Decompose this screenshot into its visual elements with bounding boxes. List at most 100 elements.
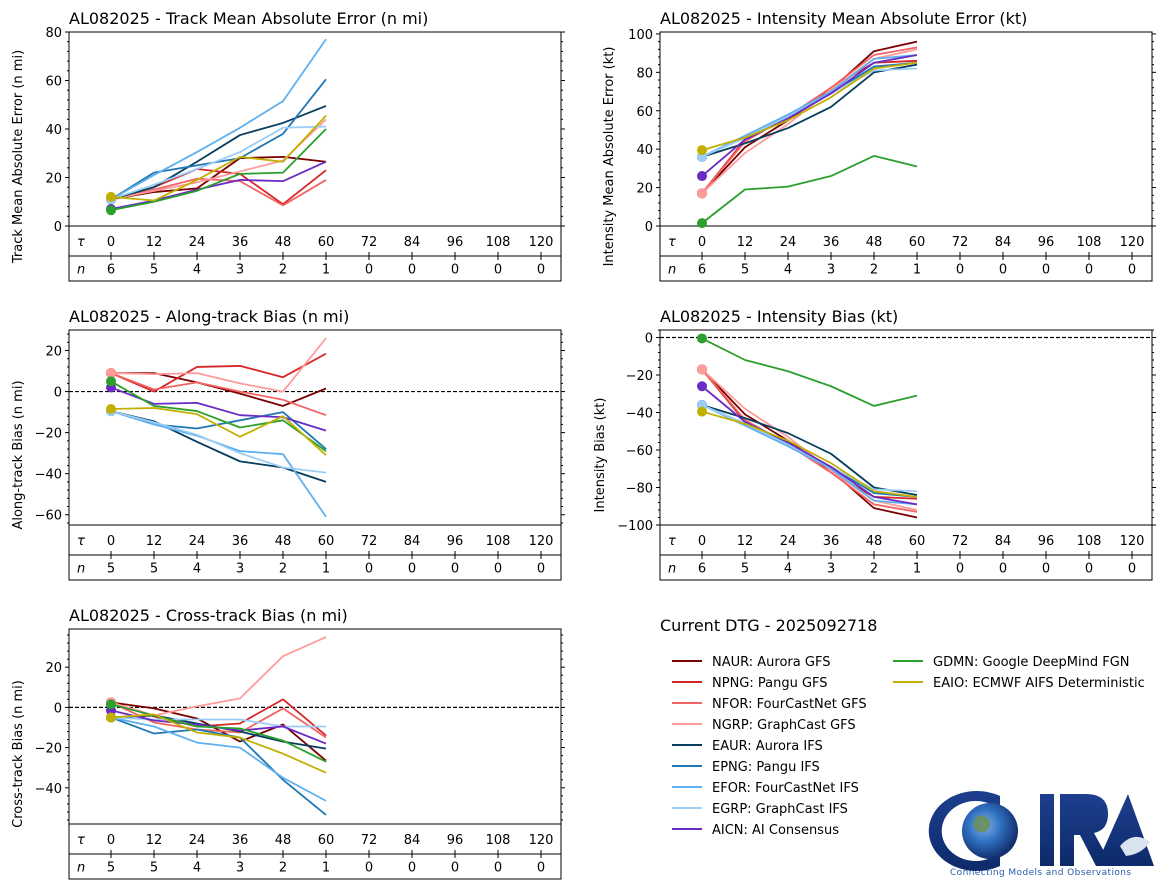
n-count-label: 0: [999, 263, 1007, 278]
x-tick-label: 0: [107, 534, 115, 549]
series-line-GDMN: [110, 703, 327, 763]
n-count-label: 0: [956, 562, 964, 577]
x-tick-label: 120: [529, 833, 554, 848]
n-count-label: 0: [956, 263, 964, 278]
axes-frame: [68, 329, 562, 581]
y-tick-label: 20: [45, 172, 62, 187]
n-count-label: 1: [322, 562, 330, 577]
y-tick-label: 0: [54, 386, 62, 401]
chart-along_track_bias: AL082025 - Along-track Bias (n mi) Along-…: [11, 307, 565, 581]
y-axis-label: Intensity Bias (kt): [593, 398, 608, 513]
n-axis-label: n: [77, 861, 85, 876]
x-tick-label: 12: [146, 833, 163, 848]
tau-axis-label: τ: [668, 534, 676, 549]
legend-label: NPNG: Pangu GFS: [712, 676, 828, 691]
series-line-NFOR: [110, 372, 327, 417]
chart-cross_track_bias: AL082025 - Cross-track Bias (n mi) Cross-…: [11, 606, 565, 880]
n-count-label: 1: [913, 562, 921, 577]
n-count-label: 3: [236, 263, 244, 278]
series-line-AICN: [701, 54, 918, 177]
n-axis-label: n: [668, 263, 676, 278]
y-tick-label: 60: [636, 105, 653, 120]
x-tick-label: 24: [189, 235, 206, 250]
series-line-EPNG: [110, 716, 327, 816]
y-tick-label: 80: [45, 26, 62, 41]
n-count-label: 2: [870, 562, 878, 577]
y-tick-label: 20: [45, 345, 62, 360]
n-count-label: 4: [193, 562, 201, 577]
n-count-label: 0: [494, 861, 502, 876]
x-tick-label: 0: [698, 534, 706, 549]
legend-item-GDMN: GDMN: Google DeepMind FGN: [893, 655, 1130, 670]
x-tick-label: 120: [1120, 534, 1145, 549]
series-line-EAIO: [110, 713, 327, 774]
n-count-label: 5: [107, 861, 115, 876]
series-marker-AICN: [697, 381, 707, 392]
legend-label: AICN: AI Consensus: [712, 823, 839, 838]
x-tick-label: 84: [995, 534, 1012, 549]
x-tick-label: 60: [318, 833, 335, 848]
y-tick-label: −60: [626, 444, 653, 459]
series-line-EFOR: [110, 38, 327, 201]
series-line-EAIO: [110, 407, 327, 456]
y-tick-label: 0: [54, 701, 62, 716]
series-line-NPNG: [110, 352, 327, 393]
series-line-EAUR: [110, 714, 327, 750]
n-count-label: 6: [698, 562, 706, 577]
series-line-NFOR: [110, 177, 327, 207]
series-marker-GDMN: [697, 333, 707, 344]
y-axis-label: Cross-track Bias (n mi): [11, 680, 26, 828]
y-tick-label: −60: [35, 509, 62, 524]
n-count-label: 6: [698, 263, 706, 278]
n-count-label: 0: [1085, 562, 1093, 577]
x-tick-label: 48: [866, 534, 883, 549]
x-tick-label: 84: [404, 235, 421, 250]
series-marker-GDMN: [106, 699, 116, 710]
x-tick-label: 48: [275, 235, 292, 250]
cira-logo: Connecting Models and Observations: [928, 791, 1154, 878]
series-line-NGRP: [110, 337, 327, 393]
series-marker-NGRP: [106, 368, 116, 379]
y-tick-label: 40: [45, 123, 62, 138]
y-axis-label: Track Mean Absolute Error (n mi): [11, 50, 26, 264]
y-tick-label: −20: [35, 742, 62, 757]
n-count-label: 2: [279, 562, 287, 577]
y-tick-label: −80: [626, 482, 653, 497]
n-count-label: 0: [494, 263, 502, 278]
n-count-label: 6: [107, 263, 115, 278]
y-tick-label: −20: [35, 427, 62, 442]
n-count-label: 0: [1042, 263, 1050, 278]
legend-item-NAUR: NAUR: Aurora GFS: [672, 655, 830, 670]
series-line-EAIO: [701, 410, 918, 498]
tau-axis-label: τ: [77, 534, 85, 549]
y-tick-label: 20: [45, 661, 62, 676]
x-tick-label: 84: [404, 534, 421, 549]
legend-label: EAUR: Aurora IFS: [712, 739, 823, 754]
y-tick-label: 100: [628, 28, 653, 43]
series-line-AICN: [701, 385, 918, 506]
legend-label: NFOR: FourCastNet GFS: [712, 697, 867, 712]
n-count-label: 0: [999, 562, 1007, 577]
n-count-label: 2: [870, 263, 878, 278]
chart-intensity_bias: AL082025 - Intensity Bias (kt) Intensity …: [593, 307, 1156, 581]
logo-earth-icon: [962, 803, 1018, 859]
series-line-NGRP: [110, 118, 327, 201]
n-count-label: 3: [236, 861, 244, 876]
series-line-EPNG: [110, 78, 327, 201]
y-tick-label: 20: [636, 182, 653, 197]
x-tick-label: 12: [737, 235, 754, 250]
x-tick-label: 60: [318, 235, 335, 250]
series-line-NPNG: [701, 368, 918, 500]
axes-frame: [659, 329, 1153, 581]
x-tick-label: 12: [146, 534, 163, 549]
series-line-GDMN: [701, 337, 918, 407]
series-marker-NGRP: [697, 364, 707, 375]
x-tick-label: 96: [447, 235, 464, 250]
n-axis-label: n: [77, 263, 85, 278]
series-marker-EAIO: [106, 404, 116, 415]
n-count-label: 0: [408, 861, 416, 876]
n-count-label: 1: [913, 263, 921, 278]
x-tick-label: 108: [1077, 235, 1102, 250]
legend-label: NAUR: Aurora GFS: [712, 655, 830, 670]
